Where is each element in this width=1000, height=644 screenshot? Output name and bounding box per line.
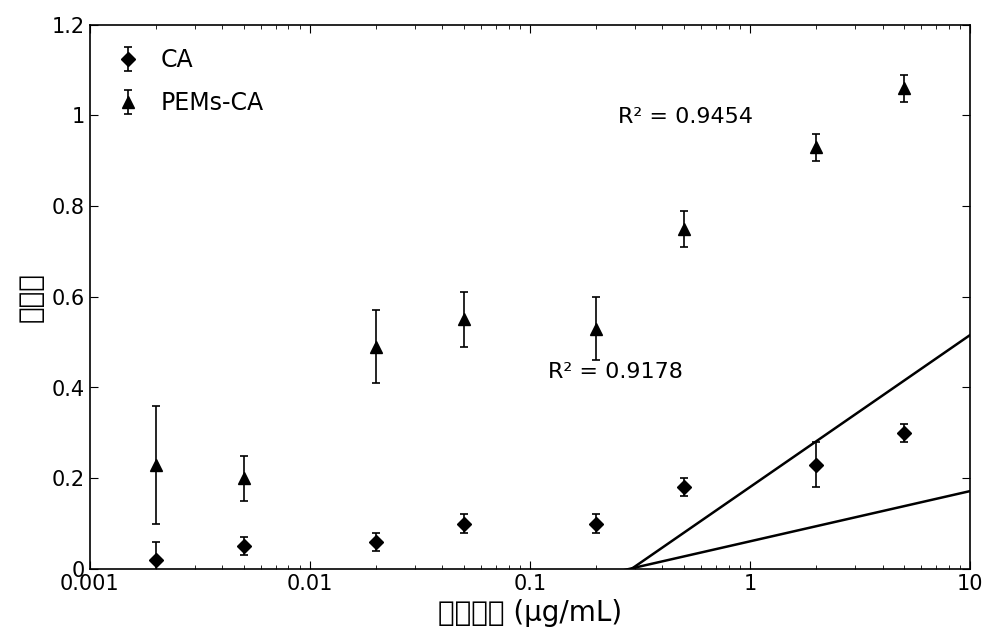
X-axis label: 抗原浓度 (μg/mL): 抗原浓度 (μg/mL) <box>438 600 622 627</box>
Text: R² = 0.9178: R² = 0.9178 <box>548 363 682 383</box>
Y-axis label: 吸光度: 吸光度 <box>17 272 45 322</box>
Text: R² = 0.9454: R² = 0.9454 <box>618 107 753 127</box>
Legend: CA, PEMs-CA: CA, PEMs-CA <box>102 37 275 127</box>
